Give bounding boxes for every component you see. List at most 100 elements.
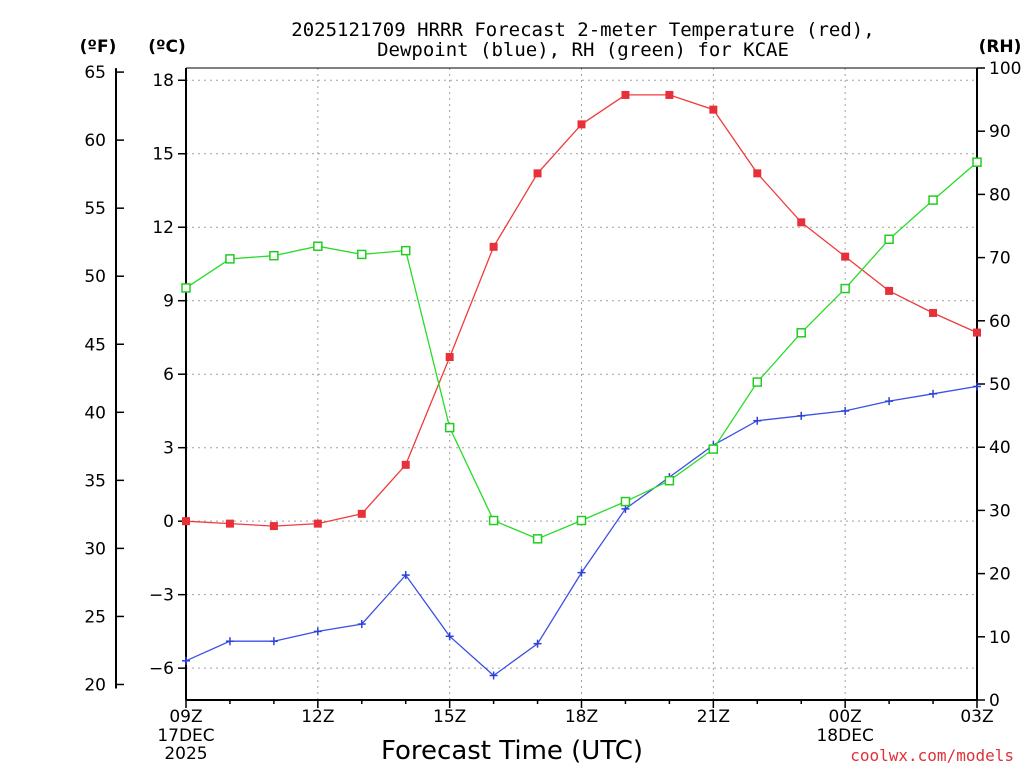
- rh-point: [532, 534, 543, 544]
- fahrenheit-tick-label: 20: [84, 675, 106, 695]
- dewpoint-point: [577, 568, 586, 577]
- temperature-point: [709, 105, 718, 114]
- rh-point: [972, 157, 982, 167]
- dewpoint-point: [225, 637, 234, 646]
- temperature-point: [665, 90, 674, 99]
- fahrenheit-unit-label: (ºF): [80, 37, 117, 57]
- fahrenheit-tick-label: 60: [84, 131, 106, 151]
- rh-point: [928, 195, 938, 205]
- rh-point: [752, 377, 763, 387]
- temperature-point: [313, 519, 322, 528]
- temperature-point: [973, 328, 981, 337]
- rh-tick-label: 60: [989, 312, 1011, 332]
- dewpoint-point: [885, 397, 894, 406]
- temperature-point: [489, 242, 498, 251]
- rh-tick-label: 30: [989, 501, 1011, 521]
- rh-tick-label: 20: [989, 565, 1011, 585]
- temperature-point: [357, 509, 366, 518]
- dewpoint-point: [753, 416, 762, 425]
- date-label: 18DEC: [816, 726, 873, 746]
- rh-point: [796, 328, 806, 338]
- time-tick-label: 21Z: [697, 707, 730, 727]
- celsius-tick-label: 3: [163, 439, 174, 459]
- fahrenheit-tick-label: 35: [84, 471, 106, 491]
- dewpoint-point: [929, 389, 938, 398]
- celsius-tick-label: −3: [149, 586, 174, 606]
- dewpoint-point: [489, 671, 498, 680]
- time-tick-label: 15Z: [433, 707, 466, 727]
- dewpoint-point: [313, 627, 322, 636]
- x-axis-title: Forecast Time (UTC): [381, 736, 643, 766]
- rh-tick-label: 70: [989, 249, 1011, 269]
- rh-point: [400, 245, 411, 256]
- rh-point: [488, 515, 499, 526]
- dewpoint-point: [533, 639, 542, 648]
- rh-tick-label: 80: [989, 185, 1011, 205]
- temperature-point: [182, 517, 190, 526]
- rh-point: [444, 422, 455, 433]
- fahrenheit-tick-label: 65: [84, 63, 106, 83]
- rh-tick-label: 100: [989, 59, 1021, 79]
- time-tick-label: 09Z: [169, 707, 202, 727]
- celsius-tick-label: 0: [163, 512, 174, 532]
- credit-text: coolwx.com/models: [850, 746, 1014, 765]
- rh-point: [181, 283, 191, 293]
- year-label: 2025: [164, 744, 207, 764]
- time-tick-label: 18Z: [565, 707, 598, 727]
- date-label: 17DEC: [157, 726, 214, 746]
- celsius-tick-label: −6: [149, 659, 174, 679]
- rh-tick-label: 0: [989, 691, 1000, 711]
- rh-unit-label: (RH): [979, 37, 1022, 57]
- data-series: [181, 90, 982, 680]
- temperature-point: [269, 522, 278, 531]
- rh-point: [313, 241, 323, 251]
- temperature-point: [225, 519, 234, 528]
- rh-point: [664, 475, 675, 486]
- celsius-tick-label: 9: [163, 292, 174, 312]
- rh-point: [225, 254, 235, 264]
- dewpoint-point: [973, 382, 981, 391]
- dewpoint-point: [357, 620, 366, 629]
- fahrenheit-tick-label: 55: [84, 199, 106, 219]
- celsius-tick-label: 15: [152, 145, 174, 165]
- grid-lines: [185, 68, 978, 700]
- dewpoint-point: [841, 406, 850, 415]
- rh-point: [620, 496, 631, 507]
- celsius-tick-label: 12: [152, 218, 174, 238]
- rh-point: [840, 283, 850, 294]
- rh-series: [181, 157, 982, 544]
- fahrenheit-tick-label: 40: [84, 403, 106, 423]
- temperature-point: [621, 90, 630, 99]
- chart-title-line2: Dewpoint (blue), RH (green) for KCAE: [377, 39, 789, 61]
- rh-tick-label: 40: [989, 438, 1011, 458]
- time-tick-label: 12Z: [301, 707, 334, 727]
- celsius-tick-label: 6: [163, 365, 174, 385]
- dewpoint-point: [269, 637, 278, 646]
- chart-title-line1: 2025121709 HRRR Forecast 2-meter Tempera…: [291, 19, 874, 41]
- temperature-point: [445, 353, 454, 362]
- rh-point: [357, 249, 367, 260]
- temperature-point: [401, 460, 410, 469]
- fahrenheit-axis: 65 60 55 50 45 40 35 30 25 20: [84, 63, 124, 695]
- rh-point: [269, 250, 279, 261]
- dewpoint-point: [182, 656, 190, 665]
- fahrenheit-tick-label: 25: [84, 607, 106, 627]
- rh-tick-label: 10: [989, 628, 1011, 648]
- celsius-axis: 18 15 12 9 6 3 0 −3 −6: [149, 71, 186, 679]
- fahrenheit-tick-label: 30: [84, 539, 106, 559]
- temperature-point: [533, 169, 542, 178]
- fahrenheit-tick-label: 45: [84, 335, 106, 355]
- fahrenheit-tick-label: 50: [84, 267, 106, 287]
- temperature-series: [182, 90, 981, 531]
- rh-tick-label: 90: [989, 122, 1011, 142]
- rh-point: [884, 234, 894, 245]
- temperature-point: [929, 308, 938, 317]
- dewpoint-point: [797, 411, 806, 420]
- temperature-point: [841, 252, 850, 261]
- temperature-point: [577, 120, 586, 129]
- rh-tick-label: 50: [989, 375, 1011, 395]
- time-tick-label: 00Z: [829, 707, 862, 727]
